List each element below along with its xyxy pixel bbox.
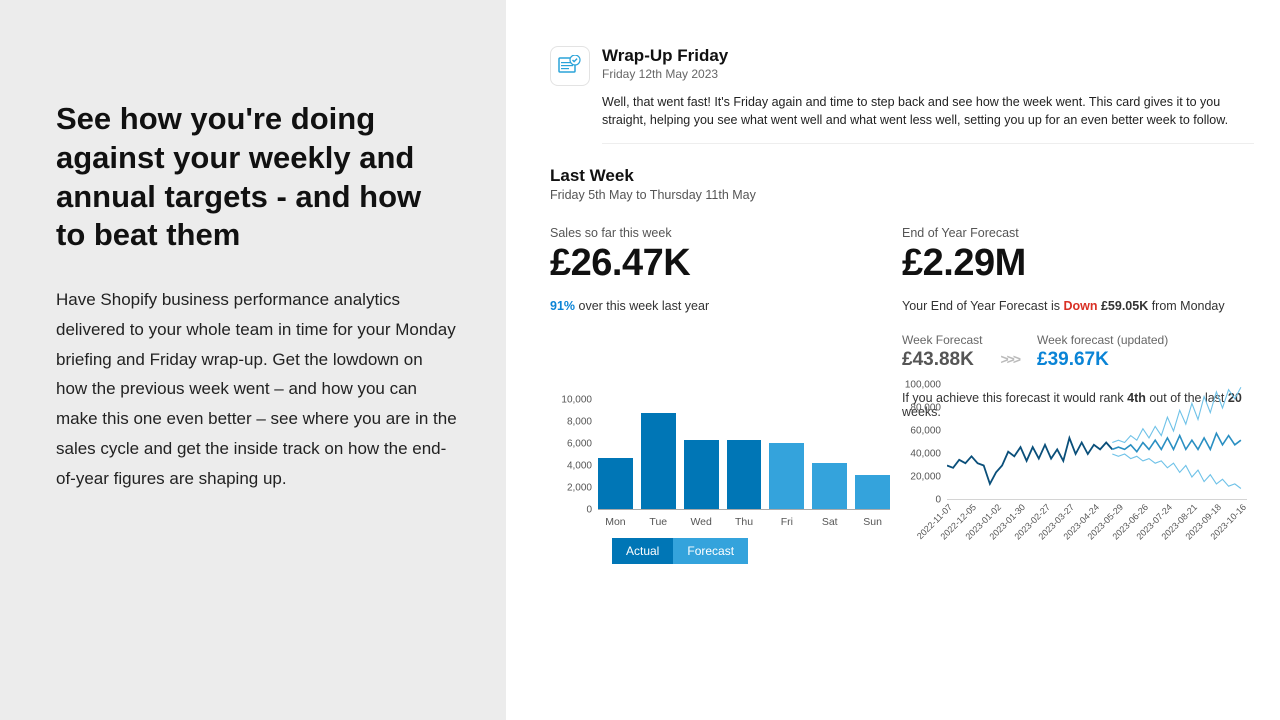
- bar-xlabel: Sat: [812, 516, 847, 528]
- bar-sat: [812, 463, 847, 510]
- bar-fri: [769, 443, 804, 510]
- week-forecast: Week Forecast £43.88K: [902, 333, 982, 371]
- section-date-range: Friday 5th May to Thursday 11th May: [550, 188, 1254, 202]
- eoy-change: Your End of Year Forecast is Down £59.05…: [902, 299, 1254, 313]
- bar-legend: Actual Forecast: [612, 538, 890, 564]
- legend-forecast-button[interactable]: Forecast: [673, 538, 748, 564]
- section-last-week: Last Week Friday 5th May to Thursday 11t…: [550, 166, 1254, 202]
- sales-compare: 91% over this week last year: [550, 299, 902, 313]
- eoy-value: £2.29M: [902, 242, 1254, 285]
- eoy-down: Down: [1063, 299, 1097, 313]
- dashboard-card: Wrap-Up Friday Friday 12th May 2023 Well…: [506, 0, 1280, 720]
- sales-pct: 91%: [550, 299, 575, 313]
- card-description: Well, that went fast! It's Friday again …: [602, 94, 1254, 144]
- forecast-line-chart: 100,00080,00060,00040,00020,0000 2022-11…: [901, 385, 1251, 550]
- bar-xlabel: Fri: [769, 516, 804, 528]
- card-title: Wrap-Up Friday: [602, 46, 728, 66]
- card-date: Friday 12th May 2023: [602, 67, 728, 81]
- bar-xlabel: Wed: [684, 516, 719, 528]
- week-forecast-updated-value: £39.67K: [1037, 349, 1168, 371]
- metric-sales: Sales so far this week £26.47K 91% over …: [550, 226, 902, 419]
- sales-label: Sales so far this week: [550, 226, 902, 240]
- sales-value: £26.47K: [550, 242, 902, 285]
- marketing-left-panel: See how you're doing against your weekly…: [0, 0, 506, 720]
- bar-mon: [598, 458, 633, 510]
- bar-xlabel: Sun: [855, 516, 890, 528]
- bar-sun: [855, 475, 890, 510]
- week-forecast-updated: Week forecast (updated) £39.67K: [1037, 333, 1168, 371]
- section-title: Last Week: [550, 166, 1254, 186]
- body-copy: Have Shopify business performance analyt…: [56, 285, 458, 493]
- weekly-bar-chart: 10,0008,0006,0004,0002,0000 MonTueWedThu…: [550, 400, 890, 564]
- card-header: Wrap-Up Friday Friday 12th May 2023: [550, 46, 1254, 86]
- bar-tue: [641, 413, 676, 510]
- bar-wed: [684, 440, 719, 510]
- bar-thu: [727, 440, 762, 510]
- legend-actual-button[interactable]: Actual: [612, 538, 673, 564]
- wrapup-icon: [550, 46, 590, 86]
- eoy-label: End of Year Forecast: [902, 226, 1254, 240]
- week-forecast-value: £43.88K: [902, 349, 982, 371]
- arrow-icon: >>>: [1000, 351, 1019, 371]
- bar-xlabel: Tue: [641, 516, 676, 528]
- headline: See how you're doing against your weekly…: [56, 100, 458, 255]
- bar-xlabel: Thu: [727, 516, 762, 528]
- bar-xlabel: Mon: [598, 516, 633, 528]
